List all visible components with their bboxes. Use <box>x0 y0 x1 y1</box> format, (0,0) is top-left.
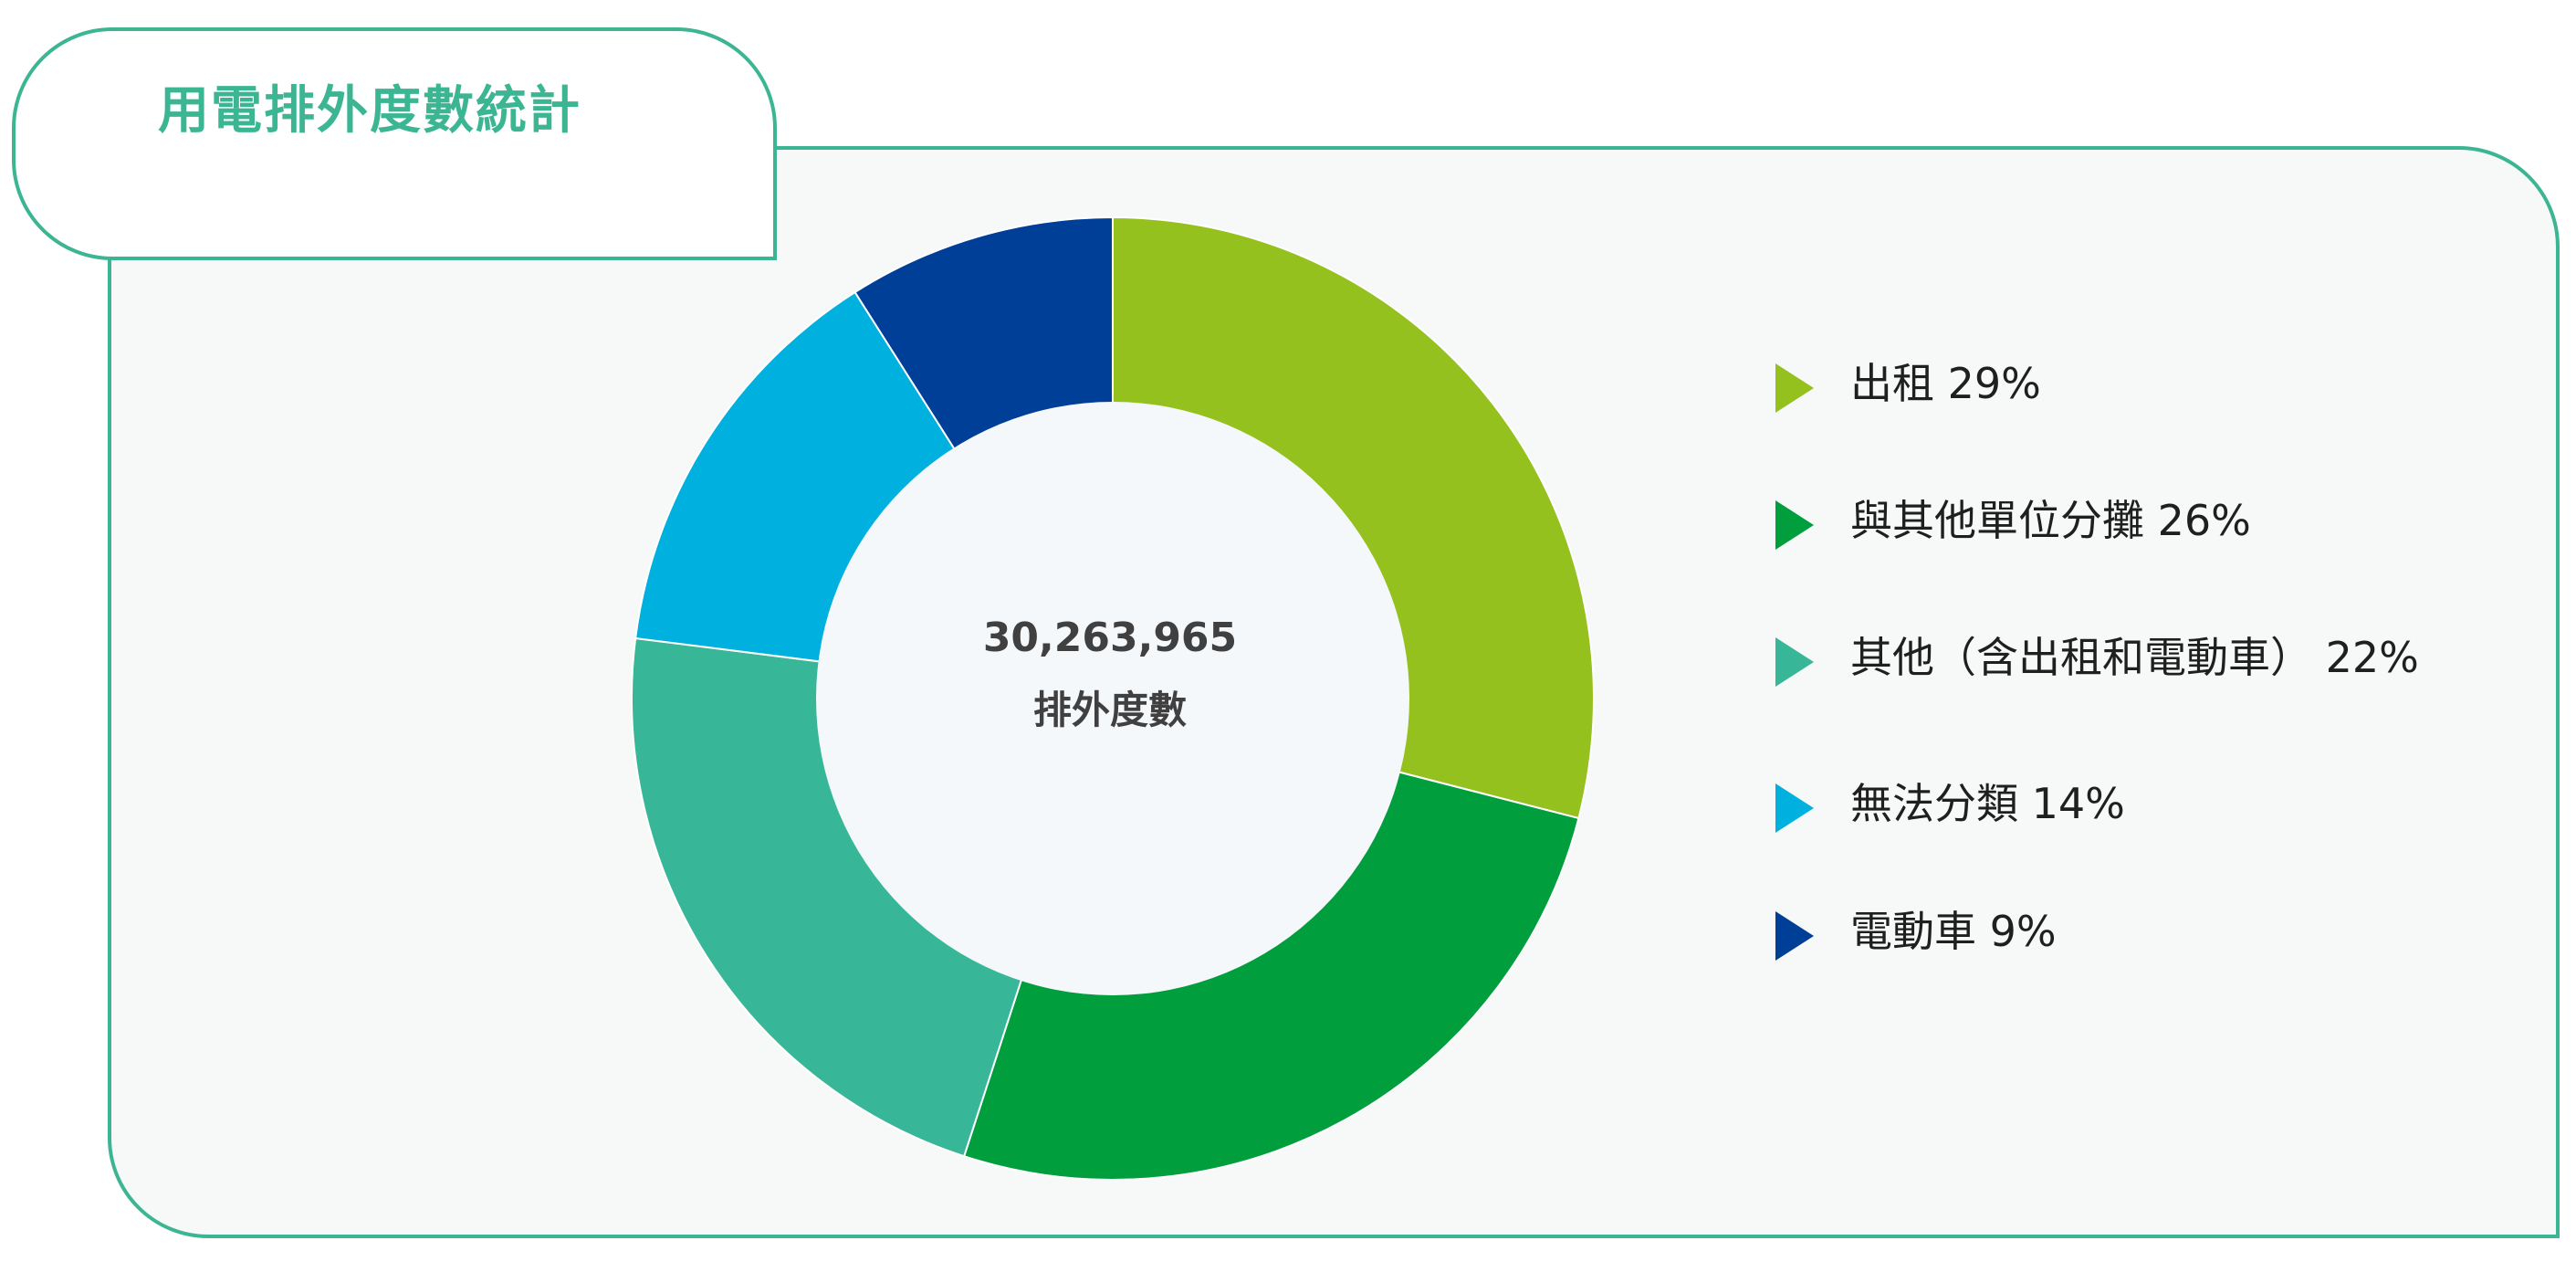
triangle-right-icon <box>1775 363 1814 413</box>
triangle-right-icon <box>1775 783 1814 833</box>
center-total-label: 排外度數 <box>1033 688 1187 732</box>
legend-value: 9% <box>1989 907 2057 956</box>
legend-label: 無法分類 <box>1850 779 2018 828</box>
legend-label: 其他（含出租和電動車） <box>1850 633 2312 682</box>
legend-label: 與其他單位分攤 <box>1850 496 2144 545</box>
triangle-right-icon <box>1775 637 1814 687</box>
page-title: 用電排外度數統計 <box>158 81 581 141</box>
legend-value: 26% <box>2157 496 2251 545</box>
center-total-value: 30,263,965 <box>983 615 1237 661</box>
legend-label: 電動車 <box>1850 907 1976 956</box>
title-tab <box>12 27 777 260</box>
legend-value: 14% <box>2031 779 2125 828</box>
triangle-right-icon <box>1775 911 1814 961</box>
donut-hole <box>816 402 1409 995</box>
legend-label: 出租 <box>1850 359 1934 408</box>
legend-value: 22% <box>2325 633 2419 682</box>
triangle-right-icon <box>1775 500 1814 550</box>
legend-value: 29% <box>1947 359 2041 408</box>
